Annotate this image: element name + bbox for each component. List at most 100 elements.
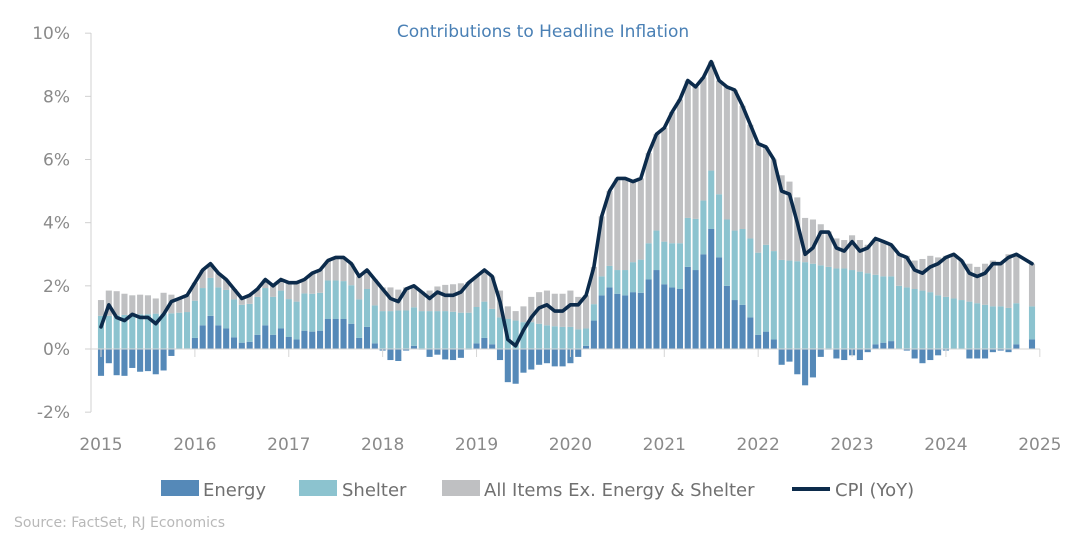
bar-other (770, 159, 777, 252)
bar-shelter (614, 270, 621, 294)
bar-shelter (880, 276, 887, 343)
bar-shelter (1028, 306, 1036, 340)
bar-other (184, 295, 191, 313)
bar-energy (1013, 344, 1020, 349)
bar-shelter (645, 243, 652, 280)
bar-energy (551, 349, 558, 367)
bar-other (942, 255, 949, 297)
y-tick-label: 8% (43, 87, 70, 107)
bar-shelter (950, 298, 957, 349)
bar-other (762, 146, 770, 245)
cpi-line (99, 59, 1034, 348)
bar-energy (629, 292, 637, 349)
bar-energy (395, 349, 402, 362)
bar-shelter (285, 299, 292, 337)
bar-shelter (739, 228, 746, 305)
bar-other (817, 224, 824, 266)
bar-other (144, 295, 151, 315)
bar-other (160, 292, 167, 314)
bar-shelter (379, 311, 386, 349)
legend-swatch-energy (161, 480, 199, 496)
bar-energy (723, 285, 730, 349)
bar-shelter (199, 288, 206, 326)
bar-other (238, 298, 245, 305)
bar-other (841, 240, 848, 269)
bar-energy (794, 349, 801, 375)
bar-shelter (755, 252, 762, 335)
bar-shelter (629, 262, 637, 293)
bar-shelter (583, 328, 590, 346)
bar-shelter (301, 293, 308, 331)
bar-energy (363, 326, 371, 349)
bar-shelter (371, 305, 378, 344)
bar-shelter (888, 276, 895, 342)
bar-other (598, 216, 605, 277)
bar-other (489, 276, 496, 309)
bar-energy (645, 279, 652, 349)
bar-shelter (324, 280, 331, 319)
bar-other (966, 263, 973, 302)
bar-energy (770, 339, 777, 349)
bar-other (528, 296, 535, 323)
bar-shelter (348, 285, 355, 324)
bar-shelter (833, 268, 840, 349)
bar-other (481, 270, 488, 302)
bar-shelter (223, 289, 230, 329)
x-tick-label: 2020 (549, 435, 592, 455)
x-tick-label: 2025 (1018, 435, 1061, 455)
bar-energy (137, 349, 144, 372)
bar-shelter (496, 317, 504, 349)
bar-other (935, 257, 942, 296)
bar-other (809, 219, 816, 264)
bar-shelter (723, 219, 730, 286)
legend: Energy Shelter All Items Ex. Energy & Sh… (161, 480, 914, 501)
x-tick-label: 2022 (737, 435, 780, 455)
bar-other (309, 273, 316, 294)
bar-shelter (606, 265, 613, 288)
bar-other (199, 270, 206, 289)
bar-other (567, 290, 574, 327)
x-tick-label: 2017 (267, 435, 310, 455)
bar-other (590, 266, 597, 305)
bar-energy (622, 295, 629, 349)
bar-other (442, 284, 449, 312)
bar-energy (309, 331, 316, 349)
legend-swatch-shelter (299, 480, 337, 496)
bar-shelter (708, 170, 715, 229)
bar-energy (692, 270, 699, 349)
bar-other (512, 311, 519, 321)
bar-other (410, 285, 417, 308)
bar-energy (113, 349, 120, 376)
bar-shelter (567, 326, 574, 349)
bar-energy (786, 349, 793, 362)
bar-other (958, 260, 965, 301)
bar-other (614, 178, 621, 271)
bar-other (270, 285, 277, 297)
x-tick-label: 2024 (924, 435, 967, 455)
bar-shelter (137, 314, 144, 349)
bar-other (121, 293, 128, 315)
bar-energy (598, 295, 605, 349)
bar-other (950, 254, 957, 299)
bar-shelter (551, 326, 558, 349)
bar-energy (121, 349, 128, 376)
bar-shelter (473, 306, 480, 344)
bar-shelter (152, 313, 159, 349)
bar-energy (356, 337, 363, 349)
y-tick-label: 4% (43, 214, 70, 234)
bar-other (880, 241, 887, 277)
bar-energy (888, 341, 895, 349)
bar-other (426, 290, 433, 312)
bar-other (606, 191, 613, 266)
bar-energy (880, 342, 887, 349)
bar-energy (559, 349, 566, 367)
bar-other (864, 244, 871, 274)
bar-shelter (935, 295, 942, 349)
bar-shelter (113, 315, 120, 349)
bar-shelter (97, 315, 105, 349)
y-tick-label: 10% (32, 24, 70, 44)
bar-energy (528, 349, 535, 370)
bar-energy (575, 349, 582, 357)
bar-other (622, 178, 629, 271)
bar-energy (974, 349, 981, 359)
